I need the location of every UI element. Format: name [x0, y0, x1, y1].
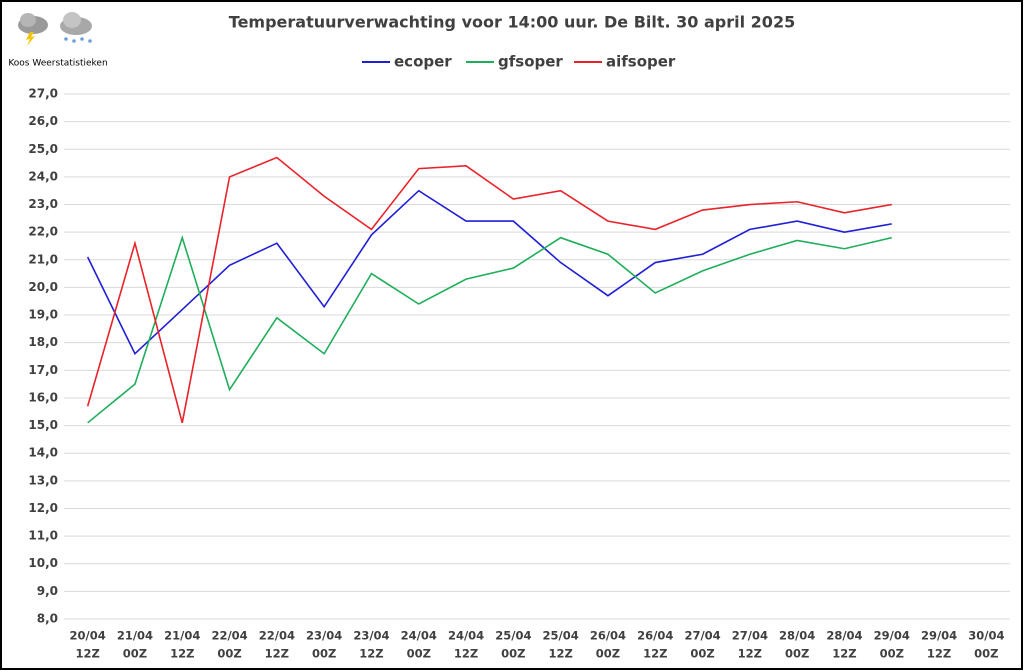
x-tick-label: 12Z: [548, 647, 572, 661]
y-tick-label: 9,0: [37, 584, 58, 598]
x-tick-label: 27/04: [732, 629, 768, 643]
x-tick-label: 24/04: [448, 629, 484, 643]
y-tick-label: 24,0: [28, 169, 58, 183]
x-tick-label: 22/04: [259, 629, 295, 643]
y-tick-label: 23,0: [28, 197, 58, 211]
legend-label: aifsoper: [606, 53, 676, 71]
y-tick-label: 20,0: [28, 280, 58, 294]
y-tick-label: 10,0: [28, 556, 58, 570]
series-line: [86, 189, 892, 356]
x-tick-label: 00Z: [501, 647, 525, 661]
x-tick-label: 12Z: [75, 647, 99, 661]
x-tick-label: 12Z: [738, 647, 762, 661]
y-tick-label: 16,0: [28, 390, 58, 404]
x-tick-label: 23/04: [306, 629, 342, 643]
x-tick-label: 00Z: [312, 647, 336, 661]
x-tick-label: 29/04: [874, 629, 910, 643]
x-tick-label: 12Z: [927, 647, 951, 661]
y-tick-label: 13,0: [28, 473, 58, 487]
x-tick-label: 00Z: [785, 647, 809, 661]
x-tick-label: 20/04: [70, 629, 106, 643]
x-tick-label: 23/04: [353, 629, 389, 643]
x-tick-label: 12Z: [643, 647, 667, 661]
x-tick-label: 12Z: [170, 647, 194, 661]
x-tick-label: 00Z: [123, 647, 147, 661]
x-tick-label: 12Z: [359, 647, 383, 661]
y-tick-label: 11,0: [28, 529, 58, 543]
legend-label: ecoper: [394, 53, 452, 71]
x-tick-label: 28/04: [826, 629, 862, 643]
chart-title: Temperatuurverwachting voor 14:00 uur. D…: [229, 13, 795, 32]
x-tick-label: 30/04: [968, 629, 1004, 643]
x-tick-label: 26/04: [637, 629, 673, 643]
series-line: [86, 156, 892, 424]
y-tick-label: 26,0: [28, 114, 58, 128]
x-tick-label: 00Z: [880, 647, 904, 661]
y-tick-label: 12,0: [28, 501, 58, 515]
y-tick-label: 14,0: [28, 446, 58, 460]
y-tick-label: 15,0: [28, 418, 58, 432]
y-tick-label: 27,0: [28, 87, 58, 101]
x-tick-label: 24/04: [401, 629, 437, 643]
series-line: [87, 235, 892, 424]
x-tick-label: 00Z: [690, 647, 714, 661]
x-tick-label: 21/04: [117, 629, 153, 643]
x-tick-label: 12Z: [454, 647, 478, 661]
y-tick-label: 18,0: [28, 335, 58, 349]
x-tick-label: 26/04: [590, 629, 626, 643]
x-tick-label: 00Z: [217, 647, 241, 661]
y-tick-label: 17,0: [28, 363, 58, 377]
y-tick-label: 8,0: [37, 612, 58, 626]
y-tick-label: 21,0: [28, 252, 58, 266]
y-tick-label: 25,0: [28, 142, 58, 156]
x-tick-label: 12Z: [265, 647, 289, 661]
x-tick-label: 12Z: [832, 647, 856, 661]
x-tick-label: 25/04: [495, 629, 531, 643]
x-tick-label: 00Z: [974, 647, 998, 661]
x-tick-label: 21/04: [164, 629, 200, 643]
credit: Koos Weerstatistieken: [8, 59, 107, 69]
x-tick-label: 29/04: [921, 629, 957, 643]
y-tick-label: 19,0: [28, 308, 58, 322]
y-tick-label: 22,0: [28, 225, 58, 239]
weather-icons: [18, 12, 92, 46]
legend-label: gfsoper: [498, 53, 563, 71]
x-tick-label: 22/04: [211, 629, 247, 643]
x-tick-label: 28/04: [779, 629, 815, 643]
x-tick-label: 25/04: [543, 629, 579, 643]
x-tick-label: 00Z: [596, 647, 620, 661]
x-tick-label: 00Z: [407, 647, 431, 661]
x-tick-label: 27/04: [684, 629, 720, 643]
